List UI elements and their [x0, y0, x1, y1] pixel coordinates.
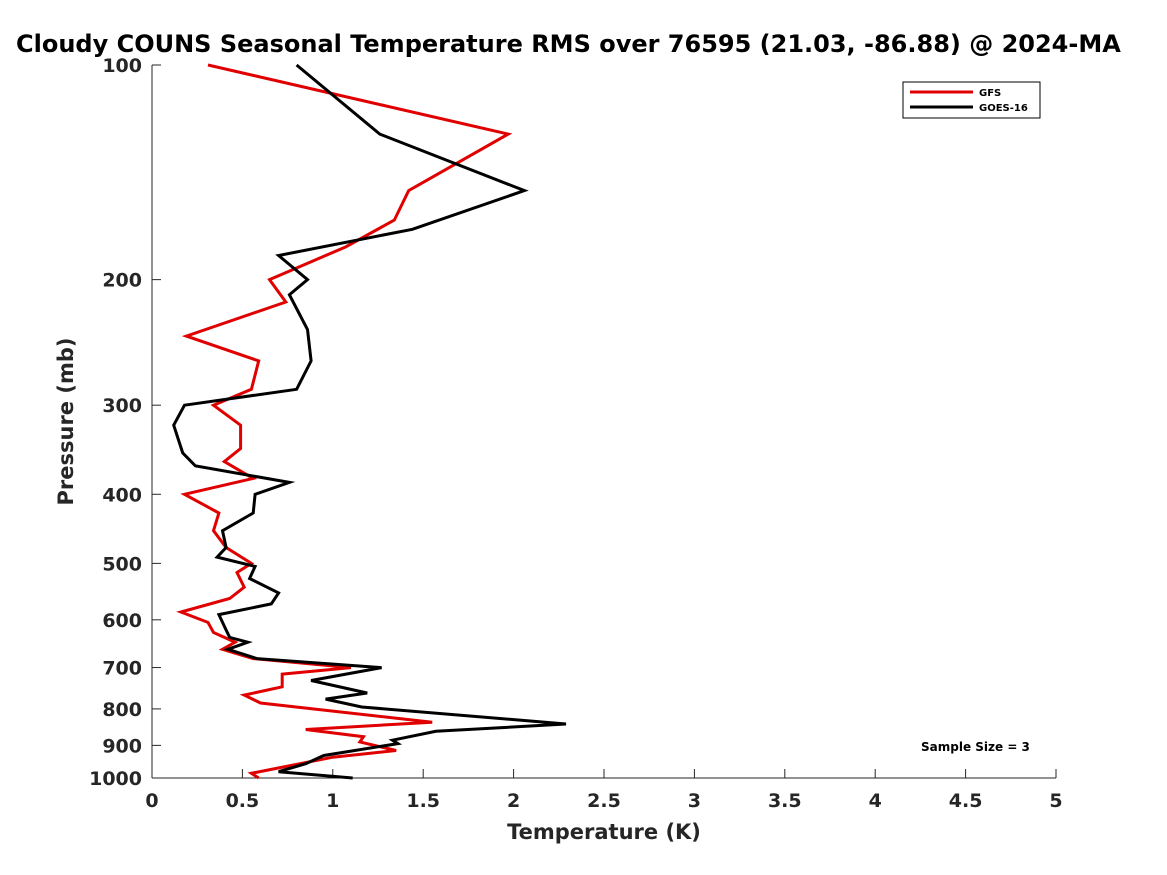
y-tick-label: 500	[102, 553, 142, 575]
chart-title: Cloudy COUNS Seasonal Temperature RMS ov…	[16, 30, 1121, 58]
y-tick-label: 200	[102, 270, 142, 292]
x-tick-label: 0	[145, 790, 158, 812]
x-tick-label: 0.5	[226, 790, 260, 812]
gfs-line	[176, 63, 513, 780]
x-axis-label: Temperature (K)	[507, 820, 701, 844]
legend: GFS GOES-16	[902, 81, 1041, 119]
goes16-line	[172, 63, 567, 780]
x-tick-label: 3.5	[768, 790, 802, 812]
y-tick-label: 300	[102, 395, 142, 417]
legend-label-goes16: GOES-16	[979, 103, 1028, 114]
y-tick-label: 600	[102, 610, 142, 632]
x-tick-label: 3	[688, 790, 701, 812]
y-tick-label: 800	[102, 699, 142, 721]
x-tick-label: 2.5	[587, 790, 621, 812]
x-tick-label: 5	[1049, 790, 1062, 812]
y-tick-label: 400	[102, 484, 142, 506]
y-axis-label: Pressure (mb)	[54, 338, 78, 506]
x-tick-label: 4	[869, 790, 882, 812]
y-tick-label: 900	[102, 735, 142, 757]
x-tick-label: 4.5	[949, 790, 983, 812]
y-tick-label: 1000	[89, 768, 142, 790]
legend-label-gfs: GFS	[979, 88, 1001, 99]
plot-area	[152, 65, 1056, 778]
x-tick-label: 2	[507, 790, 520, 812]
x-tick-label: 1.5	[406, 790, 440, 812]
legend-box	[902, 81, 1041, 119]
sample-size-annotation: Sample Size = 3	[921, 740, 1030, 754]
y-tick-label: 700	[102, 658, 142, 680]
x-tick-label: 1	[326, 790, 339, 812]
y-tick-label: 100	[102, 55, 142, 77]
